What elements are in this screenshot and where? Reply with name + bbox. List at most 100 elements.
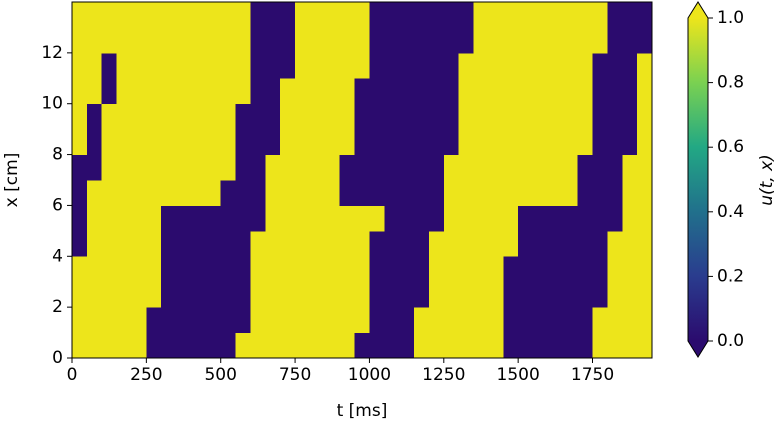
heatmap-cell	[577, 78, 593, 105]
heatmap-cell	[101, 2, 118, 28]
heatmap-cell	[369, 129, 385, 155]
heatmap-cell	[220, 332, 236, 359]
heatmap-cell	[458, 256, 474, 283]
heatmap-cell	[280, 78, 296, 105]
heatmap-cell	[339, 332, 355, 359]
heatmap-cell	[250, 103, 266, 130]
heatmap-cell	[116, 154, 132, 181]
heatmap-cell	[72, 129, 88, 155]
heatmap-cell	[101, 332, 118, 359]
heatmap-cell	[72, 103, 88, 130]
heatmap-cell	[607, 205, 623, 232]
heatmap-cell	[518, 78, 534, 105]
heatmap-cell	[190, 256, 207, 283]
heatmap-cell	[607, 332, 623, 359]
heatmap-cell	[518, 52, 534, 79]
heatmap-cell	[161, 129, 177, 155]
heatmap-cell	[205, 230, 222, 257]
heatmap-cell	[443, 154, 460, 181]
heatmap-cell	[131, 281, 147, 308]
heatmap-cell	[265, 2, 281, 28]
colorbar-tick-label: 0.0	[717, 331, 744, 351]
heatmap-cell	[265, 332, 281, 359]
heatmap-cell	[295, 78, 311, 105]
heatmap-cell	[295, 52, 311, 79]
heatmap-cell	[101, 256, 118, 283]
heatmap-cell	[592, 180, 608, 206]
heatmap-cell	[295, 332, 311, 359]
heatmap-cell	[428, 129, 445, 155]
heatmap-cell	[205, 205, 222, 232]
heatmap-cell	[637, 78, 653, 105]
heatmap-cell	[533, 154, 549, 181]
heatmap-cell	[518, 103, 534, 130]
heatmap-cell	[384, 180, 400, 206]
heatmap-cell	[309, 78, 326, 105]
heatmap-cell	[577, 27, 593, 54]
heatmap-cell	[547, 281, 564, 308]
heatmap-cell	[72, 281, 88, 308]
heatmap-cell	[161, 2, 177, 28]
heatmap-cell	[533, 281, 549, 308]
x-tick-label: 750	[279, 365, 311, 385]
heatmap-cell	[220, 78, 236, 105]
heatmap-cell	[220, 2, 236, 28]
heatmap-cell	[503, 2, 519, 28]
heatmap-cell	[220, 256, 236, 283]
heatmap-cell	[220, 180, 236, 206]
heatmap-cell	[220, 52, 236, 79]
colorbar-tick-label: 1.0	[717, 8, 744, 28]
heatmap-cell	[101, 230, 118, 257]
heatmap-cell	[220, 307, 236, 333]
heatmap-cell	[547, 230, 564, 257]
heatmap-cell	[235, 307, 251, 333]
heatmap-cell	[547, 103, 564, 130]
x-tick-label: 1750	[571, 365, 614, 385]
heatmap-cell	[637, 230, 653, 257]
heatmap-cell	[205, 129, 222, 155]
heatmap-cell	[72, 230, 88, 257]
heatmap-cell	[414, 332, 430, 359]
heatmap-cell	[72, 27, 88, 54]
plot-frame	[71, 1, 653, 359]
heatmap-cell	[443, 103, 460, 130]
heatmap-cell	[622, 230, 638, 257]
heatmap-cell	[533, 2, 549, 28]
heatmap-cell	[428, 154, 445, 181]
heatmap-cell	[458, 52, 474, 79]
heatmap-cell	[577, 154, 593, 181]
heatmap-cell	[116, 180, 132, 206]
heatmap-cell	[399, 230, 415, 257]
heatmap-cell	[473, 332, 489, 359]
heatmap-cell	[72, 332, 88, 359]
heatmap-cell	[190, 180, 207, 206]
heatmap-cell	[101, 78, 118, 105]
heatmap-cell	[116, 205, 132, 232]
heatmap-cell	[101, 103, 118, 130]
heatmap-cell	[443, 230, 460, 257]
heatmap-cell	[146, 256, 162, 283]
heatmap-cell	[562, 78, 579, 105]
heatmap-cell	[458, 281, 474, 308]
heatmap-cell	[146, 154, 162, 181]
heatmap-cell	[384, 256, 400, 283]
heatmap-cell	[339, 307, 355, 333]
heatmap-cell	[354, 103, 370, 130]
heatmap-cell	[488, 154, 504, 181]
heatmap-cell	[384, 52, 400, 79]
heatmap-cell	[622, 180, 638, 206]
heatmap-cell	[309, 256, 326, 283]
heatmap-cell	[369, 256, 385, 283]
heatmap-cell	[607, 180, 623, 206]
heatmap-cell	[399, 332, 415, 359]
heatmap-cell	[295, 205, 311, 232]
heatmap-cell	[414, 256, 430, 283]
heatmap-cell	[473, 205, 489, 232]
heatmap-cell	[86, 129, 103, 155]
heatmap-cell	[369, 103, 385, 130]
heatmap-cell	[250, 154, 266, 181]
heatmap-cell	[309, 180, 326, 206]
heatmap-cell	[637, 256, 653, 283]
heatmap-cell	[384, 27, 400, 54]
heatmap-cell	[369, 2, 385, 28]
